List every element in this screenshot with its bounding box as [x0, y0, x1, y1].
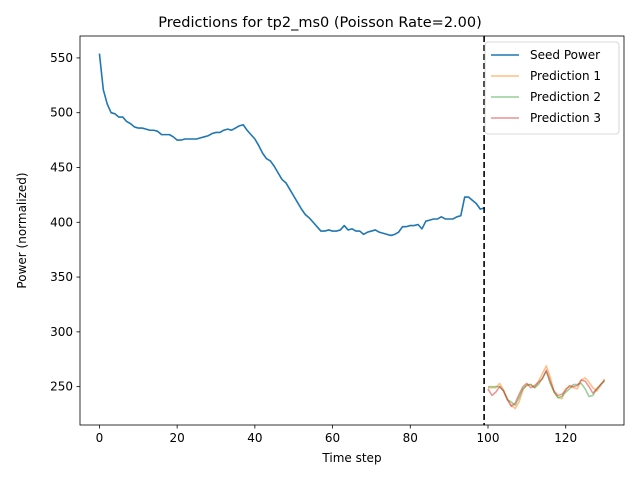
x-tick-label: 20 [170, 431, 185, 445]
y-tick-label: 300 [50, 325, 73, 339]
y-tick-label: 350 [50, 270, 73, 284]
y-tick-label: 500 [50, 106, 73, 120]
axis-ticks: 0 20 40 60 80 100 120 250 300 350 400 450 500 550 [50, 51, 577, 445]
y-tick-label: 250 [50, 380, 73, 394]
x-tick-label: 80 [403, 431, 418, 445]
x-axis-label: Time step [321, 451, 381, 465]
series-line-seed-power [98, 53, 485, 237]
legend-label-prediction-1: Prediction 1 [530, 69, 601, 83]
series-group [98, 53, 606, 410]
x-tick-label: 0 [96, 431, 104, 445]
legend-label-prediction-3: Prediction 3 [530, 111, 601, 125]
x-tick-label: 120 [554, 431, 577, 445]
x-tick-label: 40 [247, 431, 262, 445]
legend-label-seed-power: Seed Power [530, 48, 600, 62]
axes-frame [79, 35, 625, 426]
legend-label-prediction-2: Prediction 2 [530, 90, 601, 104]
series-line-prediction-3 [487, 369, 606, 408]
legend-box [484, 41, 620, 135]
x-tick-label: 60 [325, 431, 340, 445]
y-axis-label: Power (normalized) [15, 172, 29, 288]
y-tick-label: 550 [50, 51, 73, 65]
chart-title: Predictions for tp2_ms0 (Poisson Rate=2.… [158, 15, 482, 31]
y-tick-label: 450 [50, 160, 73, 174]
legend: Seed Power Prediction 1 Prediction 2 Predic… [484, 41, 620, 135]
plot-area [98, 36, 606, 425]
y-tick-label: 400 [50, 215, 73, 229]
x-tick-label: 100 [477, 431, 500, 445]
